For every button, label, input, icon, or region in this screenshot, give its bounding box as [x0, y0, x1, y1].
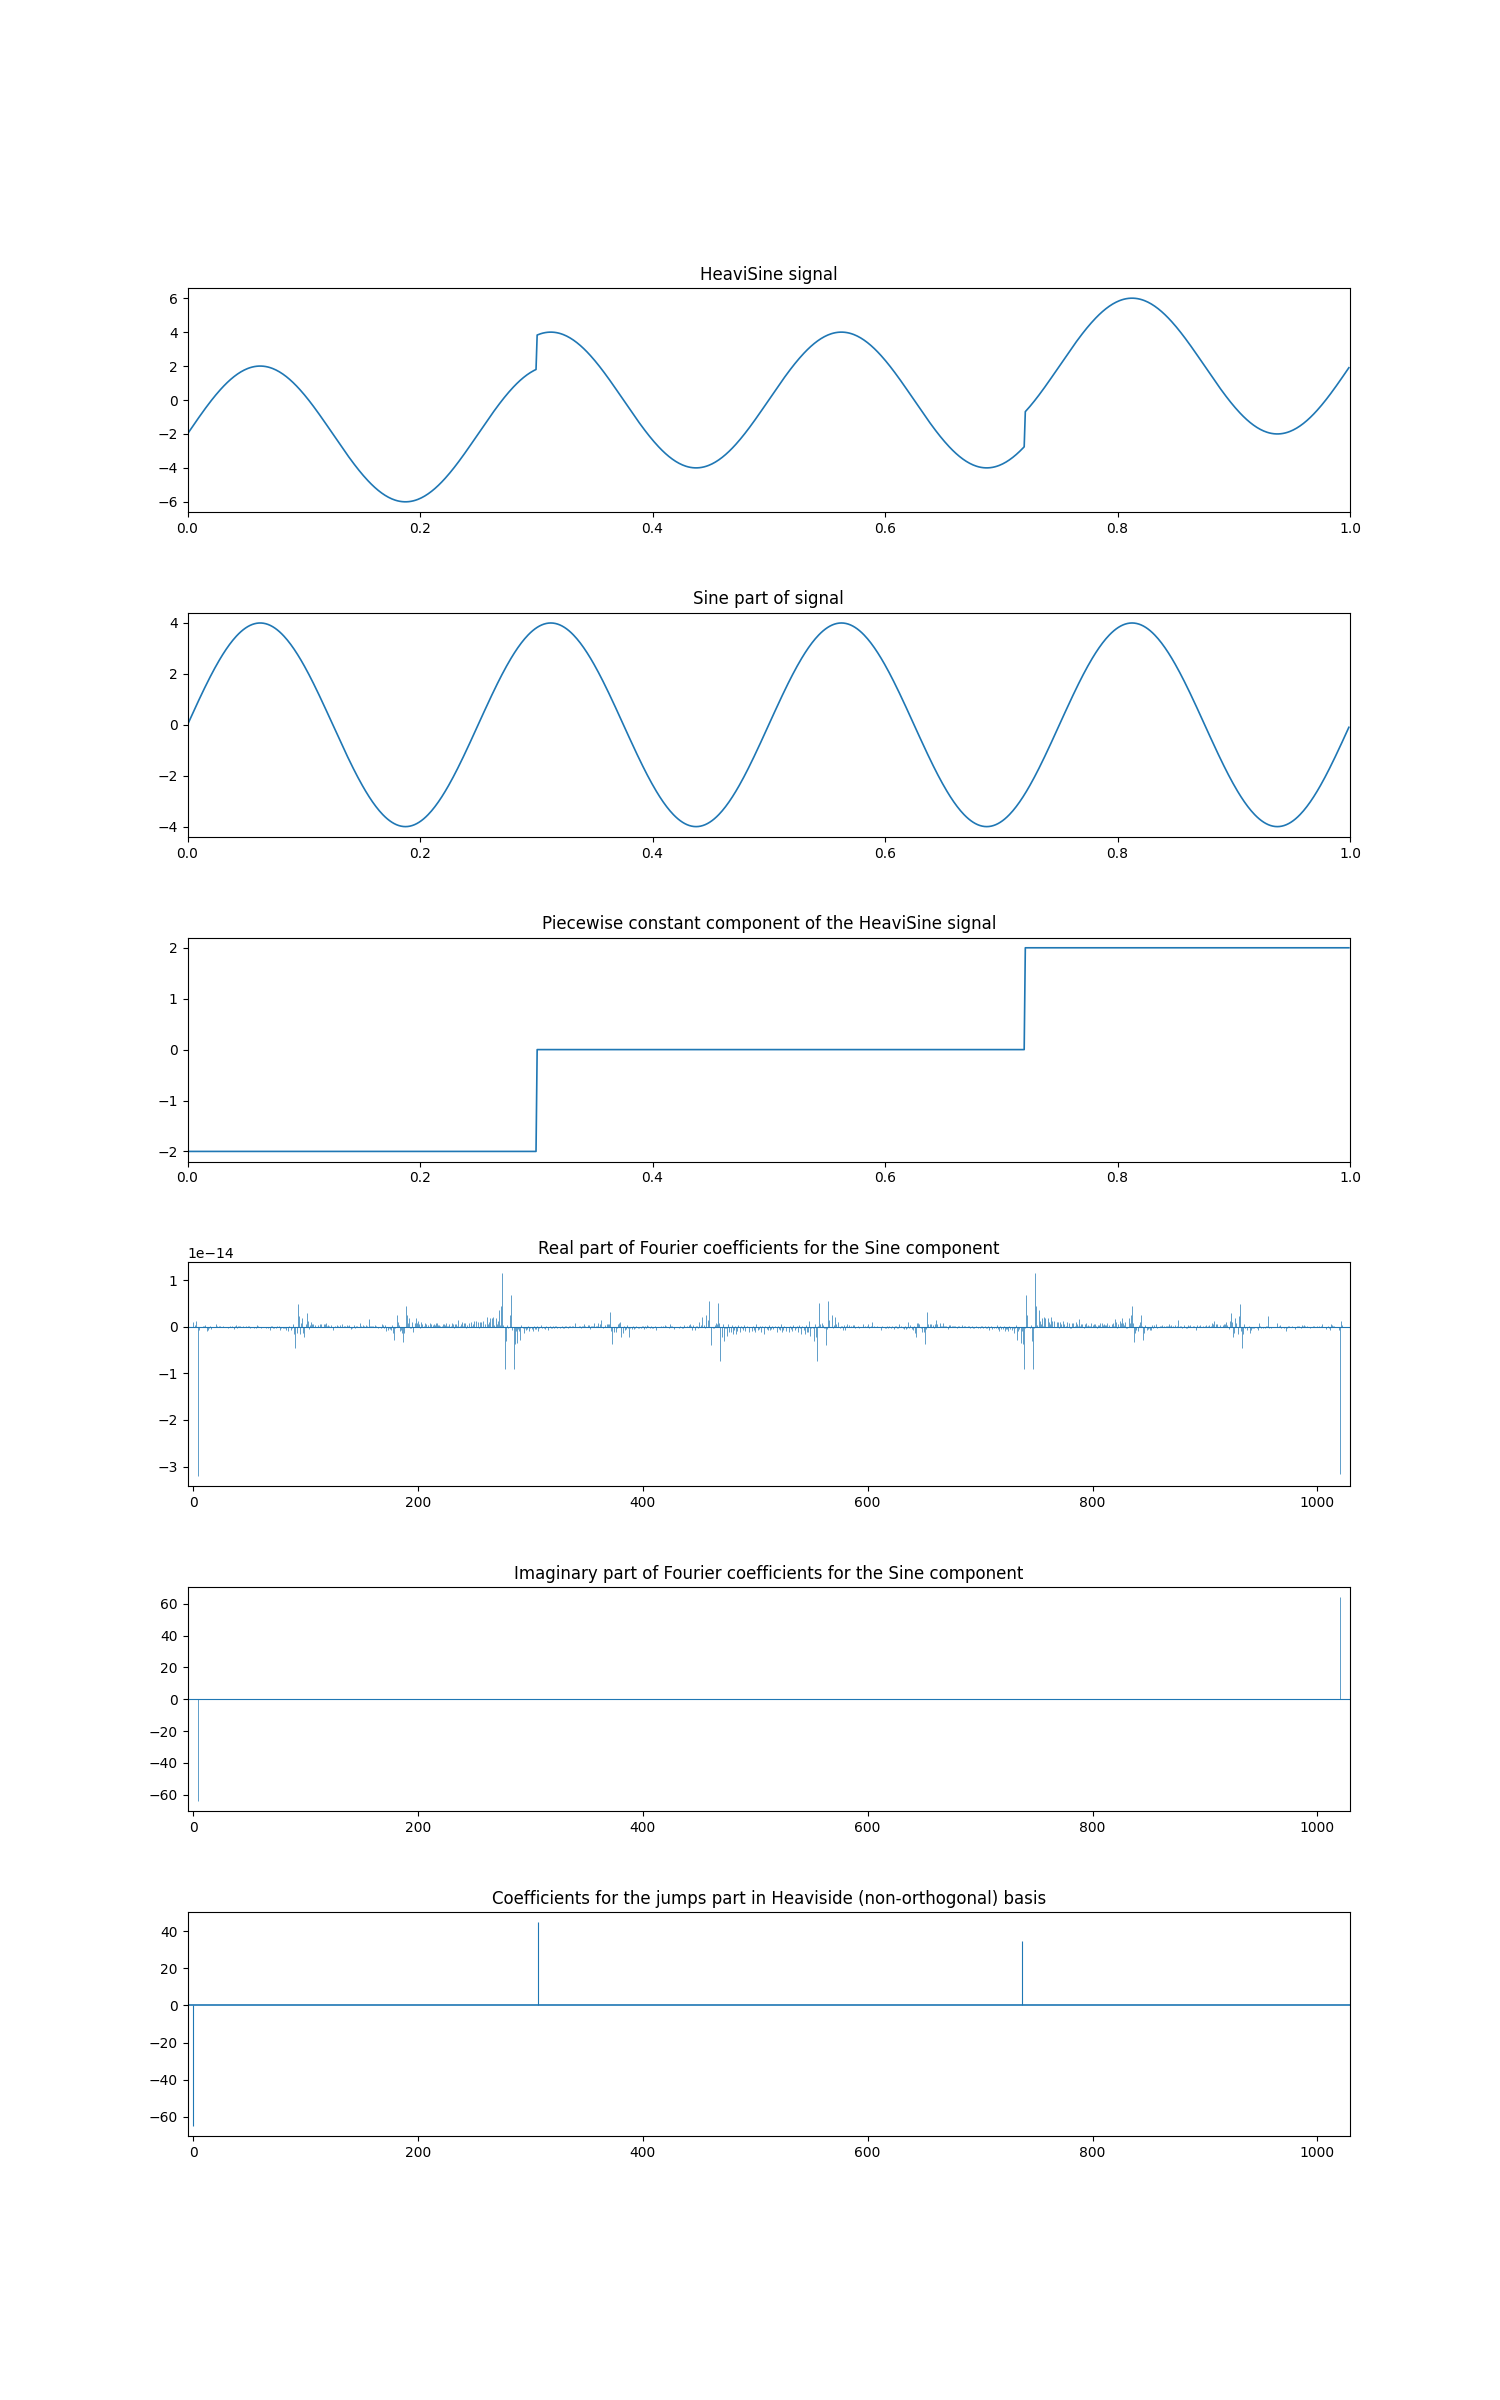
Title: Sine part of signal: Sine part of signal — [693, 590, 844, 610]
Title: Real part of Fourier coefficients for the Sine component: Real part of Fourier coefficients for th… — [538, 1241, 999, 1258]
Title: HeaviSine signal: HeaviSine signal — [700, 266, 837, 283]
Title: Piecewise constant component of the HeaviSine signal: Piecewise constant component of the Heav… — [542, 914, 996, 934]
Title: Coefficients for the jumps part in Heaviside (non-orthogonal) basis: Coefficients for the jumps part in Heavi… — [492, 1889, 1046, 1908]
Title: Imaginary part of Fourier coefficients for the Sine component: Imaginary part of Fourier coefficients f… — [514, 1565, 1023, 1584]
